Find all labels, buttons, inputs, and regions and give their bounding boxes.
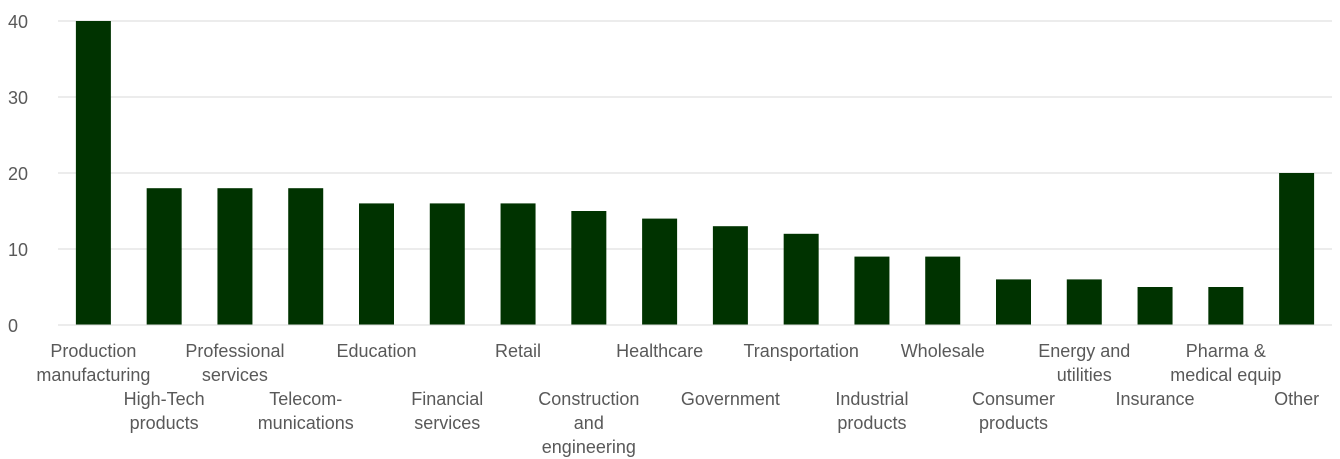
bar (217, 188, 253, 325)
x-tick-label: Other (1274, 389, 1319, 409)
bar (571, 211, 607, 325)
bar (1137, 287, 1173, 325)
x-tick-label: Education (336, 341, 416, 361)
x-tick-label: Pharma & medical equip (1170, 341, 1281, 385)
bar (429, 203, 465, 325)
bars (75, 21, 1315, 325)
x-tick-label: Government (681, 389, 780, 409)
bar (146, 188, 182, 325)
y-axis-ticks: 0 10 20 30 40 (8, 12, 28, 336)
bar (783, 233, 819, 325)
x-tick-label: Telecom-munications (258, 389, 354, 433)
x-tick-label: Professional services (185, 341, 284, 385)
y-tick-label: 10 (8, 240, 28, 260)
bar (1066, 279, 1102, 325)
bar (642, 218, 678, 325)
y-tick-label: 20 (8, 164, 28, 184)
x-tick-label: High-Tech products (124, 389, 205, 433)
bar (925, 256, 961, 325)
bar (288, 188, 324, 325)
bar (1208, 287, 1244, 325)
bar (854, 256, 890, 325)
x-tick-label: Consumer products (972, 389, 1055, 433)
x-tick-label: Retail (495, 341, 541, 361)
x-tick-label: Construction and engineering (538, 389, 639, 457)
bar (75, 21, 111, 325)
x-tick-label: Industrial products (835, 389, 908, 433)
bar (1279, 173, 1315, 325)
y-tick-label: 0 (8, 316, 18, 336)
bar (500, 203, 536, 325)
y-tick-label: 40 (8, 12, 28, 32)
y-tick-label: 30 (8, 88, 28, 108)
bar (996, 279, 1031, 325)
x-tick-label: Wholesale (901, 341, 985, 361)
x-tick-label: Transportation (743, 341, 858, 361)
x-tick-label: Production manufacturing (36, 341, 150, 385)
x-tick-label: Healthcare (616, 341, 703, 361)
x-tick-label: Insurance (1116, 389, 1195, 409)
bar (359, 203, 394, 325)
x-tick-label: Financial services (411, 389, 483, 433)
x-tick-label: Energy and utilities (1038, 341, 1130, 385)
bar (712, 226, 748, 325)
gridlines (58, 20, 1332, 250)
